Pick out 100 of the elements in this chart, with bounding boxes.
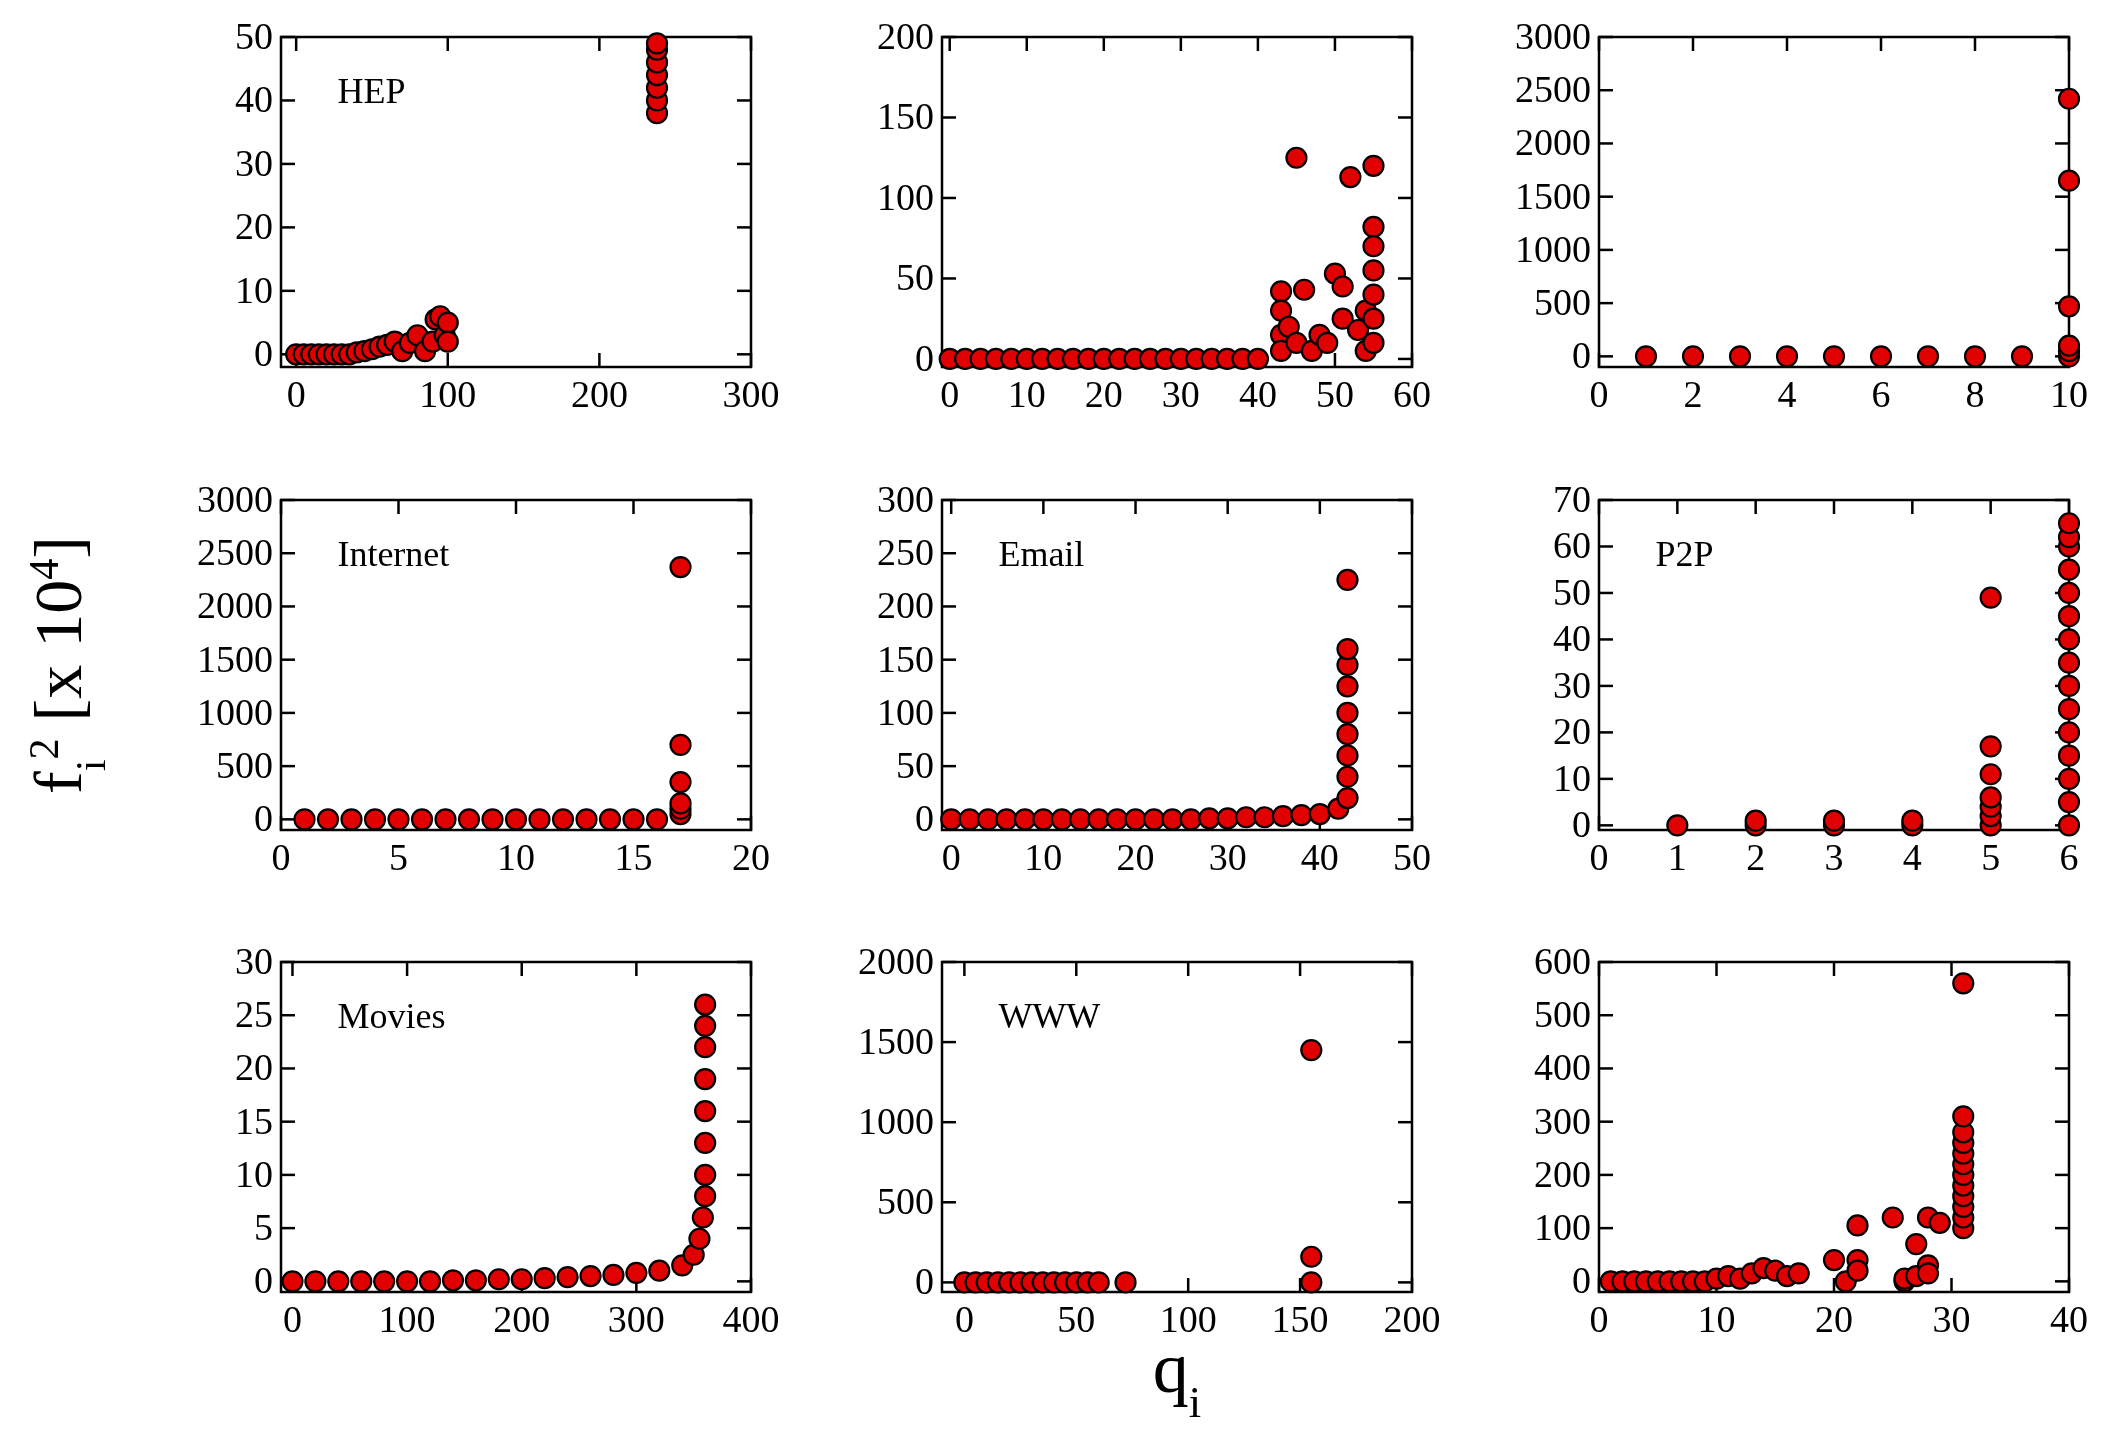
- point: [1979, 586, 2002, 609]
- point: [2057, 605, 2081, 628]
- y-tick-label: 5: [254, 1206, 273, 1249]
- point: [669, 792, 692, 815]
- point: [1963, 345, 1987, 368]
- point: [418, 1270, 442, 1293]
- y-tick-label: 200: [1534, 1152, 1591, 1195]
- x-tick-label: 1: [1667, 836, 1687, 878]
- point: [457, 808, 481, 831]
- y-tick-label: 0: [1572, 1259, 1591, 1302]
- point: [1362, 154, 1385, 177]
- point: [579, 1264, 602, 1288]
- point: [940, 808, 963, 831]
- y-tick-label: 30: [1553, 663, 1591, 706]
- point: [1300, 1271, 1323, 1294]
- y-tick-label: 1000: [1515, 227, 1591, 270]
- x-tick-label: 100: [419, 373, 477, 415]
- point: [504, 808, 528, 831]
- x-tick-label: 2: [1683, 373, 1703, 415]
- point: [1728, 345, 1752, 368]
- point: [1336, 568, 1359, 591]
- point: [669, 555, 692, 579]
- point: [340, 808, 363, 831]
- x-tick-label: 0: [282, 1298, 302, 1340]
- point: [533, 1267, 556, 1290]
- point: [373, 1270, 396, 1293]
- point: [648, 1259, 671, 1282]
- point: [1916, 1262, 1940, 1285]
- point: [481, 808, 504, 831]
- x-tick-label: 0: [954, 1298, 974, 1340]
- y-tick-label: 10: [1553, 756, 1591, 799]
- y-tick-label: 300: [877, 478, 934, 520]
- point: [1362, 215, 1385, 239]
- x-tick-label: 100: [378, 1298, 436, 1340]
- point: [1881, 1206, 1904, 1229]
- x-tick-label: 20: [1116, 836, 1155, 878]
- x-tick-label: 4: [1777, 373, 1797, 415]
- point: [1339, 165, 1362, 189]
- point: [1050, 808, 1073, 831]
- point: [691, 1206, 714, 1229]
- x-tick-label: 10: [1697, 1298, 1736, 1340]
- y-tick-label: 1500: [197, 637, 273, 680]
- point: [1246, 347, 1269, 371]
- x-tick-label: 0: [286, 373, 306, 415]
- point: [293, 808, 316, 831]
- y-tick-label: 150: [877, 637, 934, 680]
- x-tick-label: 6: [1871, 373, 1891, 415]
- point: [622, 808, 645, 831]
- x-tick-label: 5: [389, 836, 408, 878]
- point: [669, 733, 692, 756]
- point: [1901, 809, 1924, 832]
- y-tick-label: 20: [1553, 710, 1591, 753]
- point: [1336, 701, 1359, 724]
- point: [1846, 1259, 1869, 1282]
- point: [2057, 581, 2081, 605]
- y-tick-label: 0: [254, 1259, 273, 1302]
- point: [556, 1266, 579, 1289]
- point: [669, 771, 692, 794]
- point: [387, 808, 410, 831]
- x-tick-label: 400: [722, 1298, 780, 1340]
- point: [1787, 1262, 1810, 1285]
- point: [1198, 807, 1221, 830]
- y-tick-label: 2000: [197, 584, 273, 627]
- point: [625, 1261, 648, 1284]
- annotation: Internet: [337, 534, 450, 574]
- x-tick-label: 2: [1746, 836, 1766, 878]
- y-tick-label: 50: [896, 256, 934, 299]
- point: [1331, 275, 1354, 298]
- y-tick-label: 10: [235, 1152, 273, 1195]
- point: [281, 1270, 304, 1293]
- point: [575, 808, 598, 831]
- point: [1634, 345, 1658, 368]
- point: [1979, 735, 2002, 758]
- x-tick-label: 40: [2050, 1298, 2088, 1340]
- x-tick-label: 40: [1238, 373, 1277, 415]
- y-tick-label: 500: [877, 1180, 934, 1223]
- x-tick-label: 20: [1084, 373, 1123, 415]
- point: [316, 808, 340, 831]
- y-tick-label: 3000: [197, 478, 273, 520]
- y-tick-label: 100: [1534, 1206, 1591, 1249]
- point: [1775, 345, 1799, 368]
- x-tick-label: 0: [941, 836, 961, 878]
- y-tick-label: 40: [235, 78, 273, 121]
- point: [1362, 283, 1385, 306]
- point: [1293, 278, 1316, 301]
- x-tick-label: 6: [2059, 836, 2079, 878]
- point: [441, 1269, 465, 1292]
- y-tick-label: 0: [1572, 803, 1591, 846]
- x-tick-label: 10: [1024, 836, 1063, 878]
- x-tick-label: 20: [1815, 1298, 1853, 1340]
- point: [1681, 345, 1705, 368]
- point: [1032, 808, 1055, 831]
- x-tick-label: 200: [570, 373, 628, 415]
- annotation: HEP: [337, 71, 406, 111]
- y-tick-label: 1000: [858, 1100, 934, 1143]
- point: [2057, 558, 2081, 581]
- point: [1952, 1105, 1975, 1128]
- y-tick-label: 2000: [1515, 121, 1591, 164]
- point: [2057, 651, 2081, 674]
- point: [2057, 744, 2081, 767]
